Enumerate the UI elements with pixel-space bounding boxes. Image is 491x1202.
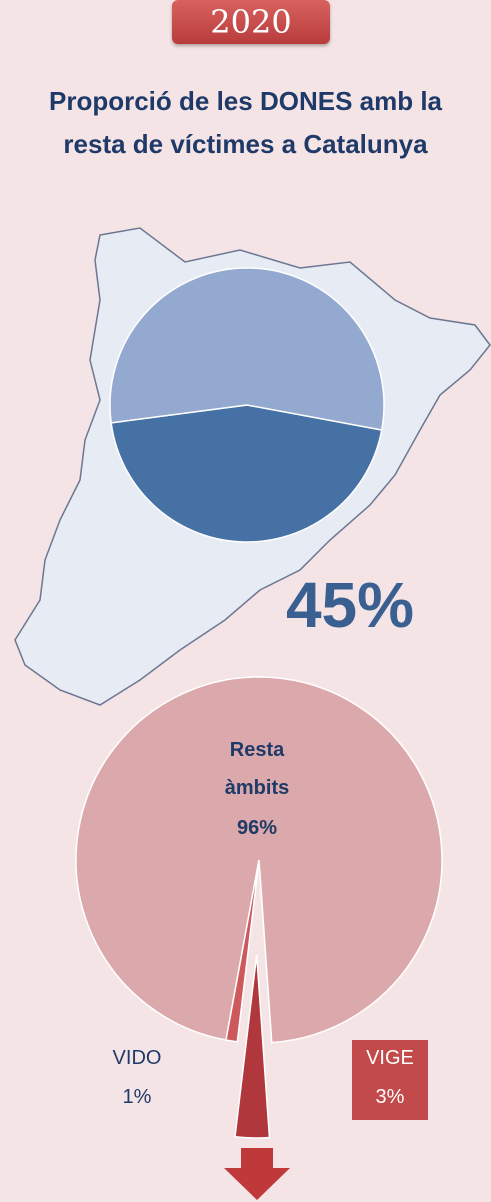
value-label: 1% [122,1086,152,1108]
value-label: 3% [375,1086,405,1108]
label-box [352,1040,428,1120]
pie-slice [110,404,383,543]
pie-slice [75,676,443,1044]
pie-slice [234,954,271,1139]
value-label: 45% [285,569,415,641]
value-label: 96% [236,817,278,839]
category-label: Resta àmbits [224,739,290,799]
category-label: VIGE [366,1047,414,1069]
pie-slice [225,859,260,1043]
down-arrow [224,1148,290,1200]
category-label: VIDO [112,1047,162,1069]
title: Proporció de les DONES amb la resta de v… [49,86,442,159]
year-badge: 2020 [172,0,330,44]
pie-slice [109,267,385,431]
